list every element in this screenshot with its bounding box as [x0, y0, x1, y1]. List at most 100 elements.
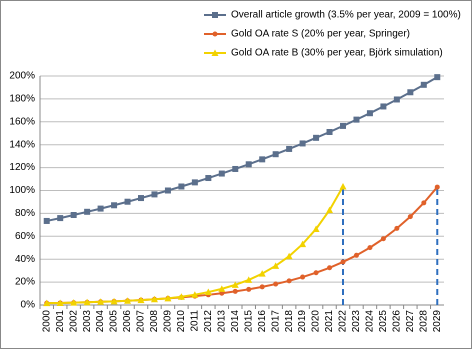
point: [205, 175, 212, 182]
y-tick-label: 60%: [15, 231, 35, 242]
point: [57, 215, 64, 222]
y-tick-label: 140%: [9, 139, 35, 150]
point: [124, 297, 132, 304]
point: [353, 116, 360, 123]
x-tick-label: 2024: [365, 310, 376, 333]
point: [407, 214, 413, 220]
legend-label: Gold OA rate S (20% per year, Springer): [231, 29, 410, 40]
point: [218, 170, 225, 177]
point: [246, 286, 252, 292]
point: [204, 288, 212, 296]
point: [340, 122, 346, 129]
point: [420, 81, 427, 88]
point: [313, 270, 319, 276]
point: [312, 225, 320, 232]
point: [245, 276, 253, 283]
y-tick-label: 100%: [9, 185, 35, 196]
point: [326, 206, 334, 214]
point: [43, 217, 50, 224]
x-tick-label: 2001: [55, 310, 66, 333]
x-tick-label: 2014: [230, 310, 241, 333]
x-tick-label: 2013: [216, 310, 227, 333]
point: [300, 274, 306, 280]
point: [231, 281, 239, 288]
y-tick-label: 40%: [15, 254, 35, 265]
x-tick-label: 2019: [297, 310, 308, 333]
point: [191, 179, 198, 186]
x-tick-label: 2011: [190, 310, 201, 332]
point: [366, 110, 373, 117]
point: [150, 295, 158, 303]
point: [340, 259, 346, 265]
x-tick-label: 2002: [68, 310, 79, 333]
point: [124, 198, 131, 205]
point: [394, 225, 400, 231]
point: [164, 187, 171, 194]
legend-marker: [211, 49, 219, 56]
x-tick-label: 2027: [405, 310, 416, 333]
point: [434, 184, 440, 190]
point: [232, 165, 239, 172]
point: [70, 212, 77, 219]
y-tick-label: 180%: [9, 94, 35, 105]
point: [272, 262, 280, 269]
point: [286, 278, 292, 284]
legend-label: Overall article growth (3.5% per year, 2…: [231, 10, 461, 21]
y-tick-label: 20%: [15, 277, 35, 288]
point: [164, 294, 172, 302]
x-tick-label: 2025: [378, 310, 389, 333]
point: [434, 74, 441, 81]
y-tick-label: 120%: [9, 162, 35, 173]
x-tick-label: 2000: [41, 310, 52, 333]
point: [110, 297, 118, 305]
y-tick-label: 80%: [15, 208, 35, 219]
y-tick-label: 160%: [9, 116, 35, 127]
x-tick-label: 2022: [338, 310, 349, 333]
point: [380, 236, 386, 242]
point: [97, 298, 105, 305]
point: [286, 145, 293, 152]
legend-marker: [212, 12, 218, 18]
x-tick-label: 2006: [122, 310, 133, 333]
x-tick-label: 2021: [324, 310, 335, 333]
point: [272, 151, 279, 158]
point: [326, 128, 333, 135]
point: [380, 103, 387, 110]
point: [367, 245, 373, 251]
point: [258, 270, 266, 277]
point: [327, 265, 333, 271]
point: [232, 288, 238, 294]
point: [259, 156, 266, 163]
x-tick-label: 2016: [257, 310, 268, 333]
point: [84, 208, 91, 215]
x-tick-label: 2028: [418, 310, 429, 333]
point: [299, 140, 306, 147]
point: [393, 96, 400, 103]
point: [273, 281, 279, 287]
x-tick-label: 2029: [432, 310, 443, 333]
x-tick-label: 2007: [136, 310, 147, 333]
legend-marker: [212, 31, 218, 37]
point: [245, 161, 252, 168]
point: [151, 191, 158, 198]
x-tick-label: 2026: [392, 310, 403, 333]
point: [259, 284, 265, 290]
x-tick-label: 2008: [149, 310, 160, 333]
point: [97, 205, 104, 212]
point: [191, 291, 199, 298]
y-tick-label: 0%: [21, 300, 36, 311]
x-tick-label: 2018: [284, 310, 295, 333]
point: [178, 183, 185, 190]
point: [299, 240, 307, 248]
x-tick-label: 2010: [176, 310, 187, 333]
point: [56, 299, 64, 306]
point: [70, 299, 78, 306]
x-tick-label: 2004: [95, 310, 106, 333]
point: [43, 299, 51, 307]
point: [219, 290, 225, 296]
x-tick-label: 2017: [270, 310, 281, 333]
point: [137, 296, 145, 304]
point: [421, 200, 427, 206]
x-tick-label: 2020: [311, 310, 322, 333]
